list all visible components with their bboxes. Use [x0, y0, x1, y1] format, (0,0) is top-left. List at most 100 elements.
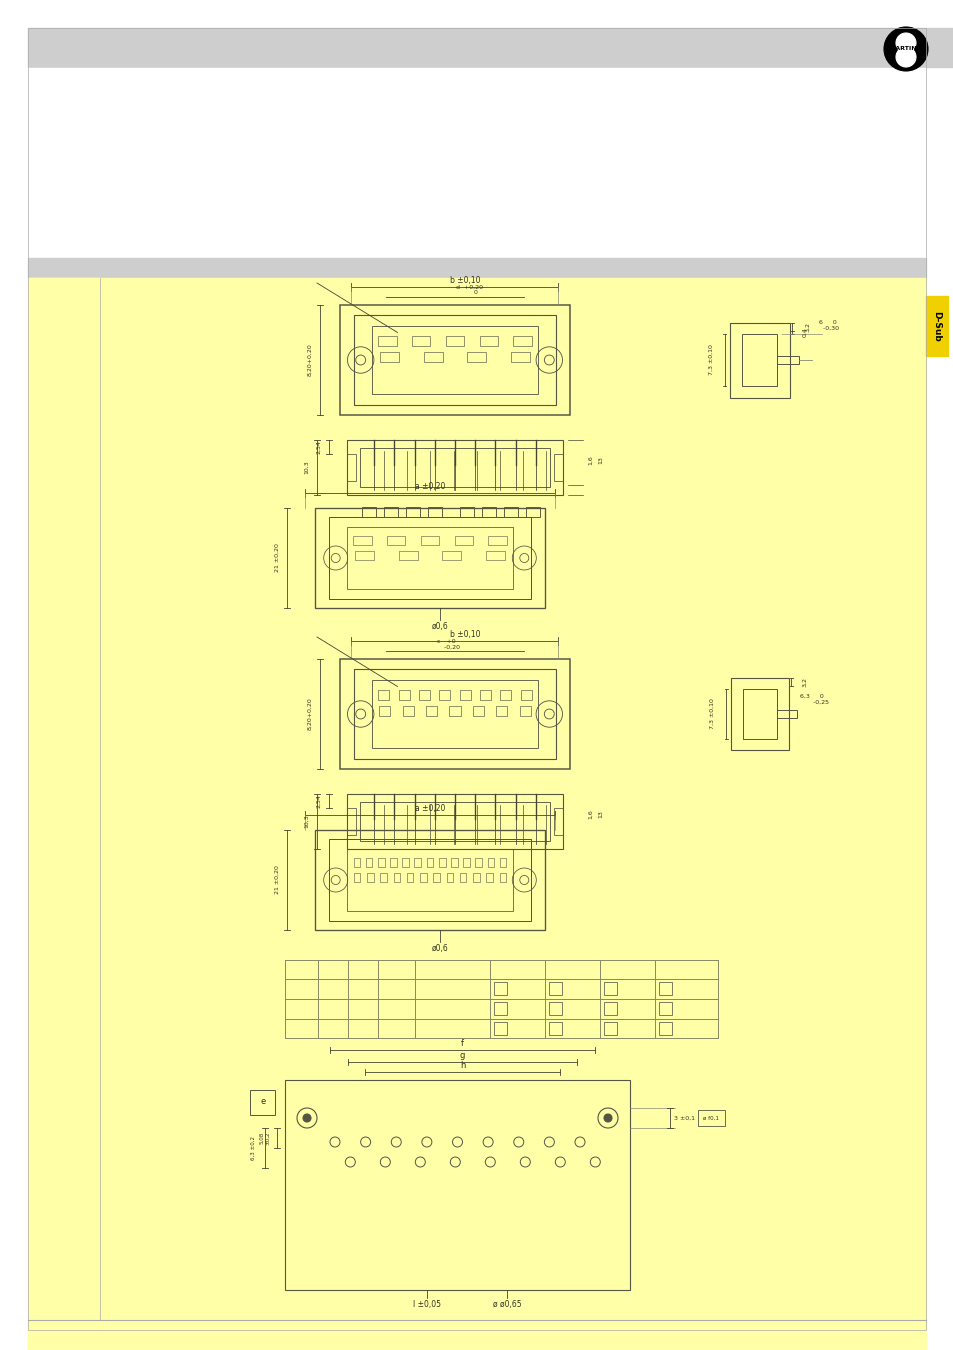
Bar — [314, 508, 544, 608]
Bar — [354, 315, 556, 405]
Bar — [347, 454, 355, 481]
Bar — [463, 859, 470, 867]
Circle shape — [895, 47, 915, 68]
Bar — [496, 706, 507, 716]
Bar — [554, 807, 562, 836]
Bar — [367, 872, 374, 882]
Bar — [380, 352, 398, 362]
Bar — [511, 352, 529, 362]
Text: 6,3     0
         -0,25: 6,3 0 -0,25 — [794, 694, 828, 705]
Bar — [499, 872, 506, 882]
Bar — [250, 1089, 274, 1115]
Bar — [380, 872, 387, 882]
Bar — [354, 872, 360, 882]
Bar — [487, 859, 494, 867]
Bar — [28, 28, 953, 68]
Bar — [494, 1022, 506, 1035]
Bar — [485, 551, 504, 560]
Text: d  +0,20
      0: d +0,20 0 — [456, 285, 483, 296]
Text: 10,3: 10,3 — [304, 460, 309, 474]
Bar — [390, 859, 396, 867]
Text: g: g — [459, 1050, 465, 1060]
Bar — [353, 536, 372, 545]
Bar — [372, 325, 537, 394]
Text: e: e — [260, 1098, 265, 1107]
Bar — [438, 690, 450, 701]
Bar — [659, 981, 671, 995]
Circle shape — [895, 32, 915, 53]
Bar — [451, 859, 457, 867]
Text: h: h — [459, 1061, 465, 1069]
Bar — [548, 1022, 561, 1035]
Bar — [28, 68, 925, 258]
Text: a ±0,20: a ±0,20 — [415, 803, 445, 813]
Bar — [513, 336, 532, 346]
Bar — [479, 336, 497, 346]
Bar — [475, 859, 481, 867]
Bar — [554, 454, 562, 481]
Bar — [467, 352, 486, 362]
Text: 3,2: 3,2 — [804, 321, 809, 332]
Bar — [418, 690, 430, 701]
Circle shape — [892, 45, 918, 70]
Bar — [359, 448, 550, 487]
Text: 6     0
    -0,30: 6 0 -0,30 — [815, 320, 839, 331]
Circle shape — [892, 30, 918, 55]
Text: 6,3 ±0,2: 6,3 ±0,2 — [251, 1135, 255, 1160]
Bar — [499, 690, 511, 701]
Bar — [426, 706, 436, 716]
Bar — [459, 690, 470, 701]
Text: l ±0,05: l ±0,05 — [413, 1300, 441, 1310]
Bar — [473, 872, 479, 882]
Bar — [548, 981, 561, 995]
Bar — [402, 706, 414, 716]
Text: 13: 13 — [598, 810, 603, 818]
Bar — [446, 872, 453, 882]
Text: c   +0
      -0,20: c +0 -0,20 — [432, 639, 459, 649]
Bar — [479, 690, 491, 701]
Bar — [777, 356, 799, 365]
Bar — [347, 849, 513, 911]
Bar — [347, 794, 562, 849]
Text: D-Sub: D-Sub — [931, 310, 941, 342]
Bar — [449, 706, 460, 716]
Bar — [445, 336, 464, 346]
Bar — [329, 517, 531, 599]
Text: a ±0,20: a ±0,20 — [415, 482, 445, 490]
Bar — [419, 872, 426, 882]
Bar — [438, 859, 445, 867]
Bar — [420, 536, 438, 545]
Bar — [519, 706, 531, 716]
Bar — [742, 688, 776, 740]
Bar — [520, 690, 531, 701]
Bar — [405, 508, 419, 517]
Bar — [354, 668, 556, 759]
Bar — [525, 508, 539, 517]
Bar — [347, 440, 562, 495]
Bar — [741, 333, 777, 386]
Bar — [433, 872, 439, 882]
Bar — [442, 551, 460, 560]
Bar — [329, 838, 531, 921]
Bar — [339, 305, 569, 414]
Bar — [359, 802, 550, 841]
Bar — [426, 859, 433, 867]
Bar — [659, 1002, 671, 1015]
Text: ø0,6: ø0,6 — [431, 621, 448, 630]
Bar — [729, 323, 789, 397]
Bar — [372, 680, 537, 748]
Text: b ±0,10: b ±0,10 — [449, 275, 479, 285]
Bar — [488, 536, 506, 545]
Bar — [394, 872, 400, 882]
Bar — [423, 352, 442, 362]
Text: 3 ±0,1: 3 ±0,1 — [674, 1115, 695, 1120]
Text: 1,6: 1,6 — [588, 455, 593, 464]
Bar — [347, 807, 355, 836]
Bar — [402, 859, 409, 867]
Text: ø ø0,65: ø ø0,65 — [493, 1300, 521, 1310]
Bar — [454, 536, 473, 545]
Bar — [28, 278, 100, 1350]
Bar — [459, 872, 466, 882]
Text: 21 ±0,20: 21 ±0,20 — [274, 544, 279, 572]
Bar — [365, 859, 372, 867]
